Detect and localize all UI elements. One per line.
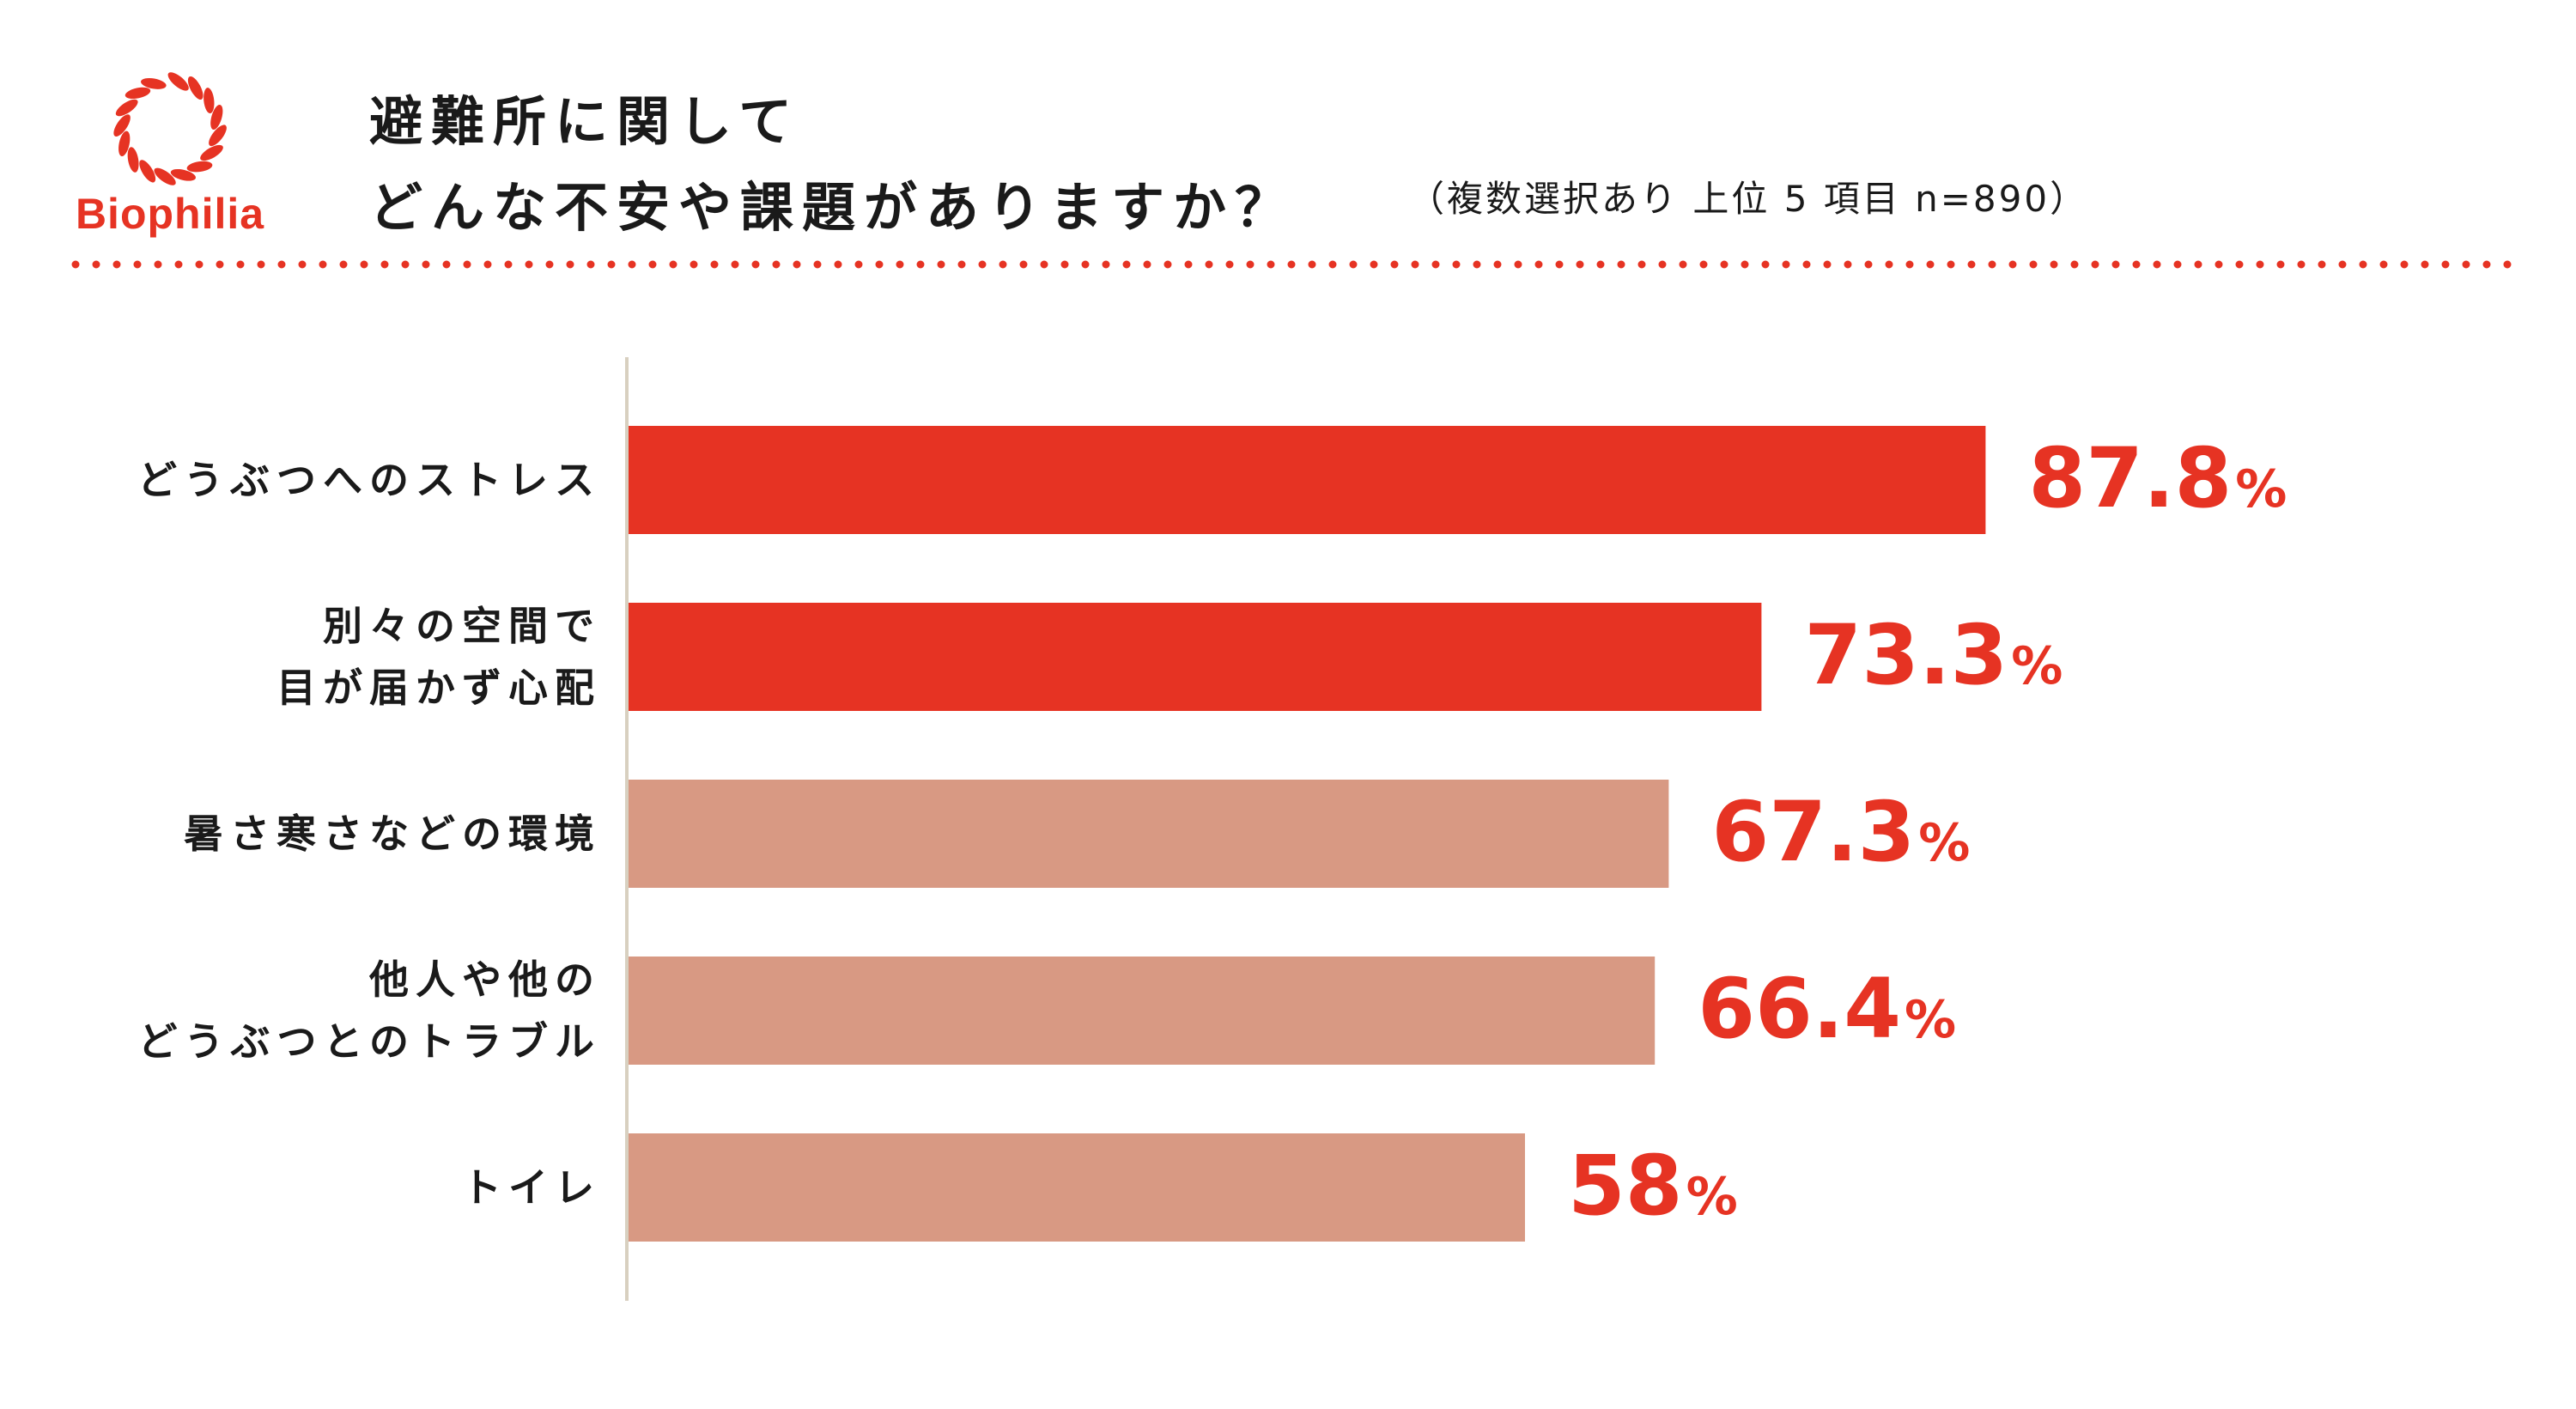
wreath-leaf [140,77,167,89]
bar-4 [629,957,1656,1065]
value-unit: % [1905,990,1957,1050]
title-line-1: 避難所に関して [369,90,801,153]
category-label-2: 別々の空間で目が届かず心配 [276,595,601,719]
value-unit: % [1686,1167,1738,1227]
wreath-leaf [204,88,215,114]
value-unit: % [2011,636,2063,696]
wreath-leaf [209,125,227,147]
wreath-leaf [139,160,156,183]
value-label-4: 66.4% [1698,961,1956,1057]
laurel-wreath-icon [113,72,227,185]
bar-2 [629,603,1762,711]
category-label-line: 他人や他の [369,957,601,1003]
bar-5 [629,1133,1525,1242]
value-number: 66.4 [1698,961,1902,1057]
wreath-leaf [210,104,223,131]
category-label-4: 他人や他のどうぶつとのトラブル [137,949,601,1072]
value-number: 67.3 [1711,784,1916,880]
category-label-line: 別々の空間で [323,603,601,649]
wreath-leaf [200,144,223,161]
wreath-leaf [186,161,213,173]
category-label-1: どうぶつへのストレス [137,449,601,511]
category-label-line: どうぶつとのトラブル [137,1018,601,1065]
bar-1 [629,426,1986,534]
chart-title: 避難所に関して どんな不安や課題がありますか？ [369,79,1297,251]
wreath-leaf [113,114,131,137]
title-line-2: どんな不安や課題がありますか？ [369,176,1297,239]
value-label-2: 73.3% [1804,607,2063,703]
value-number: 58 [1568,1138,1683,1234]
category-label-line: どうぶつへのストレス [137,457,601,503]
bar-chart-plot [625,357,1986,1301]
brand-logo: Biophilia [67,62,273,251]
wreath-leaf [187,76,204,100]
value-unit: % [1918,813,1971,873]
bar-chart: どうぶつへのストレス 87.8% 別々の空間で目が届かず心配 73.3% 暑さ寒さなどの… [0,326,2576,1406]
bar-3 [629,780,1669,888]
value-unit: % [2235,459,2287,519]
value-label-5: 58% [1568,1138,1738,1234]
wreath-leaf [125,87,151,100]
category-label-5: トイレ [462,1157,601,1218]
wreath-leaf [154,167,176,185]
wreath-leaf [127,147,139,173]
category-label-3: 暑さ寒さなどの環境 [184,803,601,865]
wreath-leaf [118,131,131,157]
dotted-divider [71,260,2522,269]
value-label-3: 67.3% [1711,784,1970,880]
brand-name: Biophilia [75,190,265,238]
category-label-line: 目が届かず心配 [276,665,601,711]
wreath-leaf [115,99,138,117]
value-label-1: 87.8% [2028,430,2287,526]
category-label-line: トイレ [462,1164,601,1211]
value-number: 73.3 [1804,607,2008,703]
value-number: 87.8 [2028,430,2233,526]
wreath-leaf [170,168,197,181]
wreath-leaf [167,72,189,91]
category-label-line: 暑さ寒さなどの環境 [184,811,601,857]
chart-subtitle: （複数選択あり 上位 5 項目 n=890） [1408,178,2089,220]
